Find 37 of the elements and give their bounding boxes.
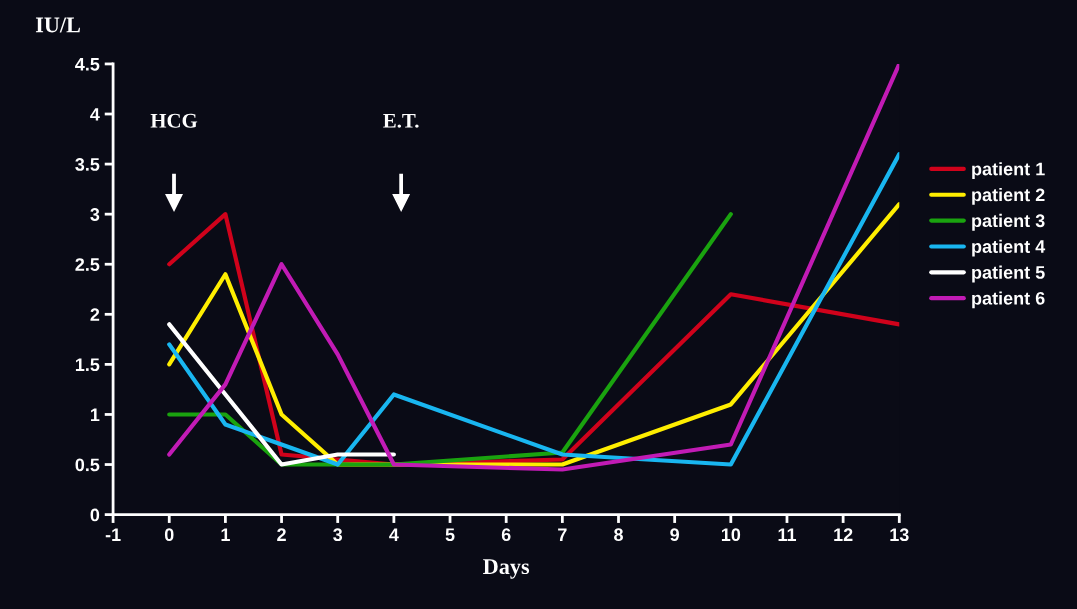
x-tick-label: 3 <box>333 528 343 542</box>
y-tick-label: 0 <box>90 508 100 522</box>
x-tick-label: 5 <box>445 528 455 542</box>
legend-label: patient 5 <box>972 265 1045 283</box>
x-tick-label: 1 <box>221 528 230 541</box>
line-series <box>167 151 900 467</box>
y-tick-label: 4.5 <box>75 58 100 71</box>
x-tick-label: 9 <box>670 528 680 542</box>
x-tick-label: 2 <box>277 528 286 541</box>
legend-label: patient 1 <box>972 162 1045 179</box>
annotation: HCG <box>150 113 198 128</box>
legend-label: patient 4 <box>972 239 1046 257</box>
annotation: E.T. <box>383 113 419 128</box>
legend-label: patient 3 <box>972 213 1045 231</box>
x-tick-label: 6 <box>501 528 511 542</box>
y-tick-label: 1.5 <box>75 358 100 372</box>
y-tick-label: 2.5 <box>75 258 100 271</box>
y-tick-label: 3.5 <box>75 158 100 171</box>
x-tick-label: 0 <box>164 528 174 542</box>
line-series <box>167 322 396 467</box>
y-tick-label: 4 <box>90 108 100 121</box>
y-tick-label: 1 <box>90 408 100 421</box>
y-tick-label: 2 <box>90 308 100 321</box>
x-tick-label: 7 <box>558 528 567 541</box>
x-tick-label: 10 <box>721 528 741 542</box>
x-tick-label: 13 <box>890 528 909 542</box>
x-axis-title: Days <box>483 559 530 579</box>
legend-label: patient 2 <box>972 187 1045 205</box>
legend-label: patient 6 <box>972 291 1045 309</box>
y-axis-title: IU/L <box>35 17 80 33</box>
x-tick-label: -1 <box>105 528 121 541</box>
x-tick-label: 8 <box>614 528 623 542</box>
x-tick-label: 11 <box>778 528 797 541</box>
y-tick-label: 0.5 <box>75 458 100 472</box>
x-tick-label: 12 <box>834 528 853 541</box>
x-tick-label: 4 <box>389 528 399 541</box>
y-tick-label: 3 <box>90 208 100 221</box>
